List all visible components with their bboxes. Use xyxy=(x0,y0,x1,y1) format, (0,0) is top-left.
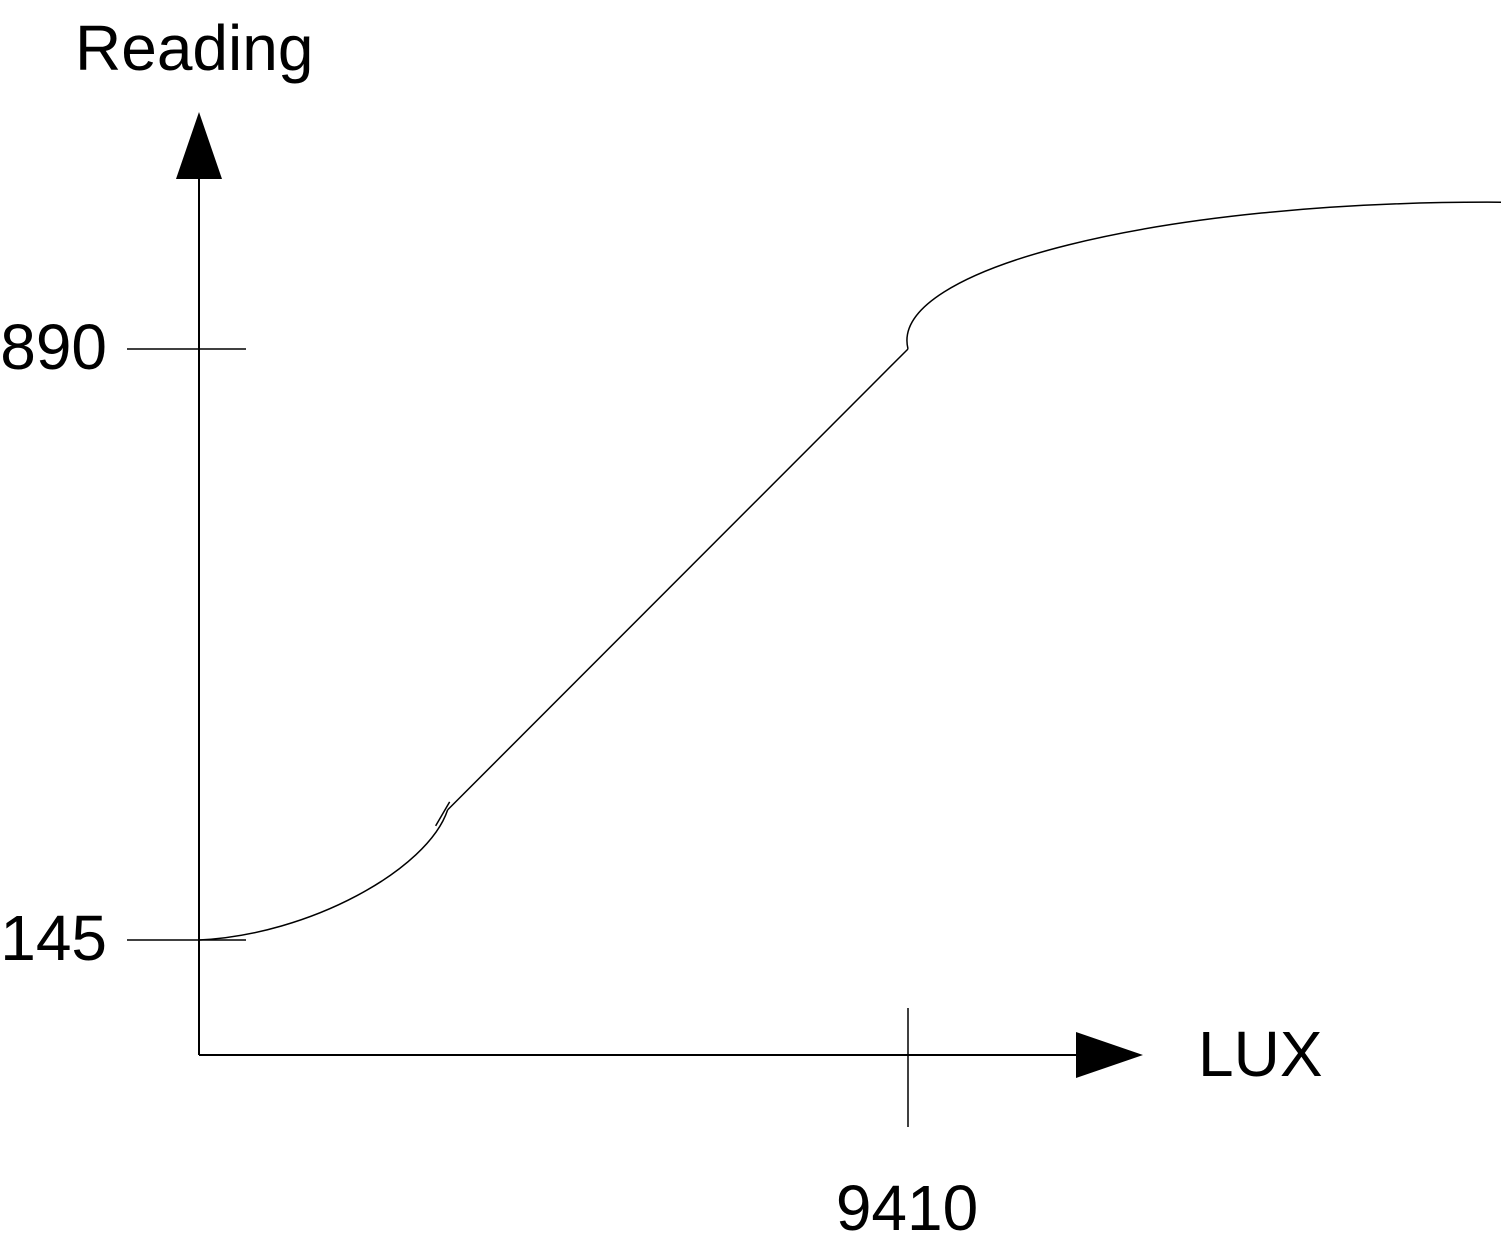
axes xyxy=(176,112,1143,1078)
series xyxy=(198,201,1501,941)
curve-linear-segment xyxy=(447,348,909,811)
ticks xyxy=(127,348,909,1127)
y-axis-arrowhead xyxy=(176,112,222,179)
knee-low-mark xyxy=(434,801,451,827)
y-tick-label-145: 145 xyxy=(0,902,107,974)
y-tick-label-890: 890 xyxy=(0,311,107,383)
x-axis-title: LUX xyxy=(1198,1018,1323,1090)
x-axis-arrowhead xyxy=(1076,1032,1143,1078)
curve-low-segment xyxy=(198,809,449,941)
x-tick-label-9410: 9410 xyxy=(836,1172,978,1244)
curve-saturation-segment xyxy=(906,201,1501,350)
y-axis-title: Reading xyxy=(75,12,313,84)
